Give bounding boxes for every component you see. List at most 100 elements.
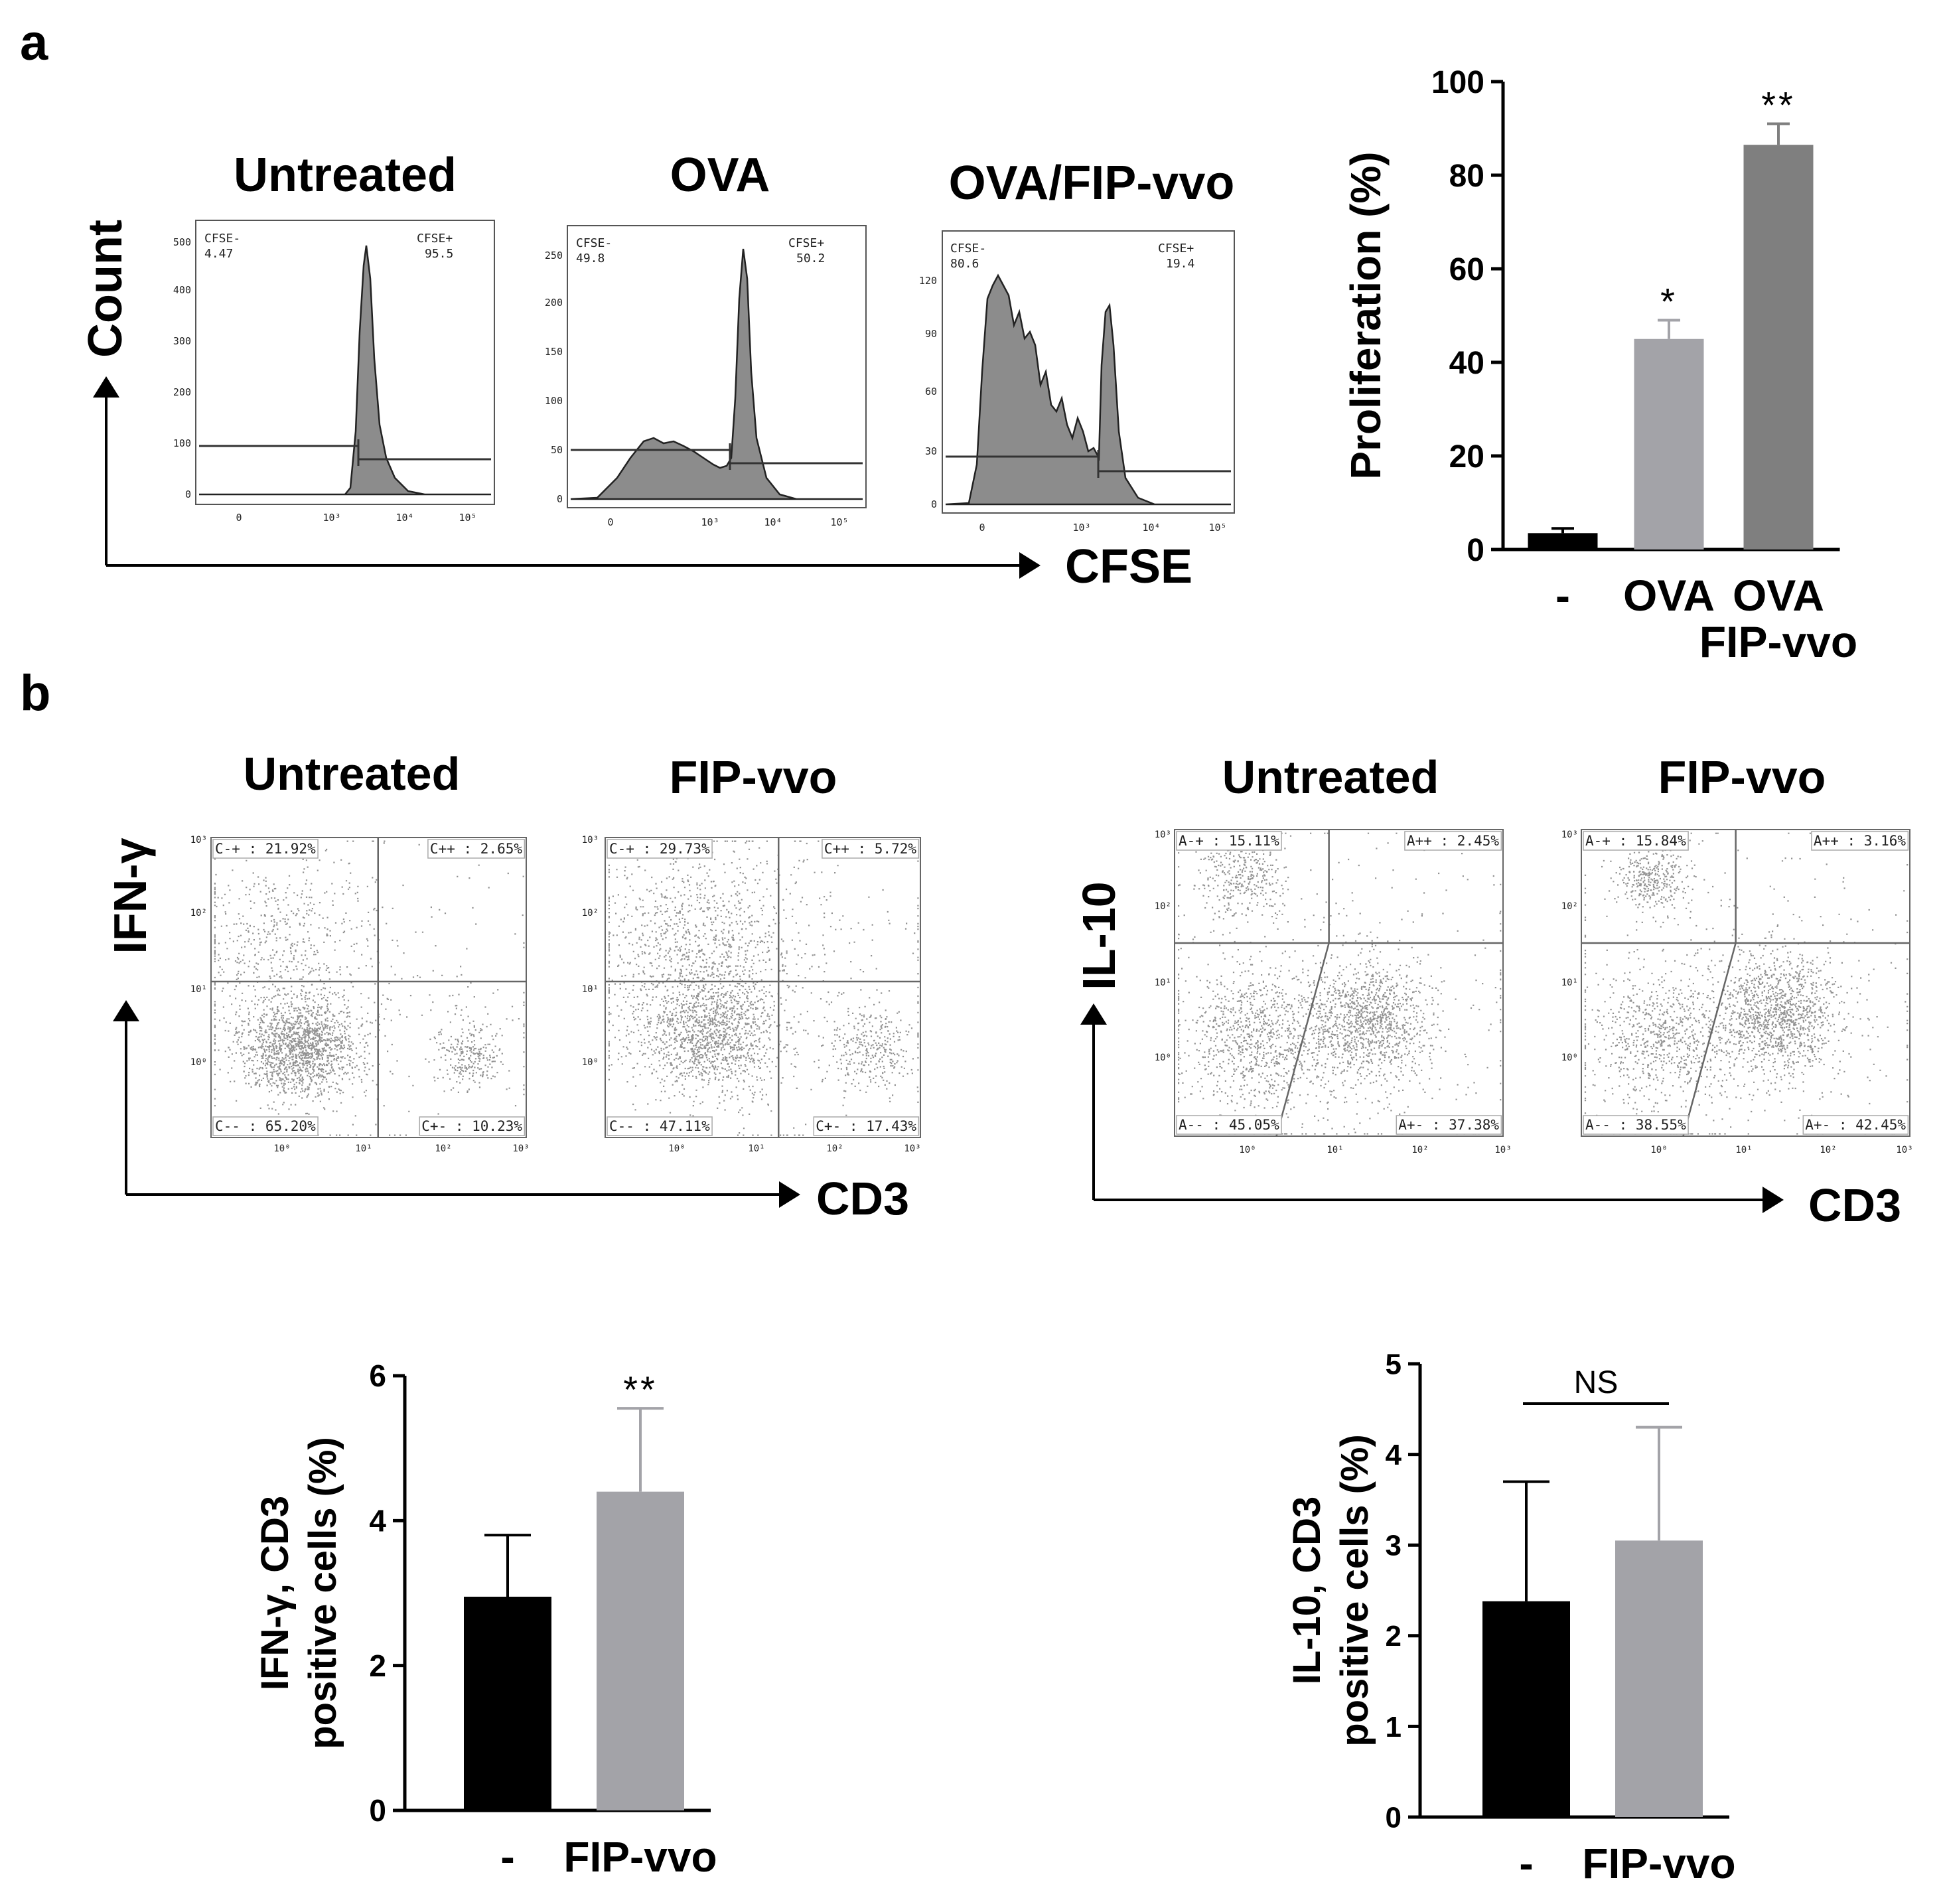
x-tick: 10⁵: [1208, 522, 1226, 534]
quadrant-label-box: [212, 1116, 319, 1136]
gate-label-right: CFSE+: [417, 232, 453, 246]
x-tick: 10⁵: [830, 516, 848, 528]
y-tick: 90: [925, 328, 937, 340]
quadrant-label-box: [419, 1116, 526, 1136]
category-label: FIP-vvo: [1699, 617, 1857, 666]
cfse-axis-label: CFSE: [1065, 540, 1192, 593]
ifng-plot-title-untreated: Untreated: [244, 748, 461, 800]
il10-cd3-axis-label: CD3: [1808, 1179, 1901, 1231]
y-tick-label: 100: [1431, 65, 1484, 100]
quadrant-percent-label: A++ : 2.45%: [1407, 833, 1499, 849]
x-tick: 10³: [701, 516, 719, 528]
y-tick: 200: [173, 386, 191, 398]
bar: [1634, 338, 1704, 549]
gate-label-right: CFSE+: [1158, 242, 1194, 256]
quadrant-label-box: [1583, 831, 1689, 851]
comparison-label: NS: [1574, 1365, 1619, 1400]
proliferation-bar-chart: 0 20 40 60 80 100 Proliferation (%) - OVA * OVAFIP…: [1342, 65, 1857, 666]
x-tick: 10²: [1820, 1145, 1836, 1155]
y-tick: 120: [919, 275, 937, 287]
il10-dotplot-fip-vvo: A-+ : 15.84% A++ : 3.16% A-- : 38.55% A+- :…: [1581, 829, 1910, 1137]
quadrant-label-box: [822, 839, 920, 859]
y-tick-label: 40: [1449, 346, 1484, 381]
x-tick: 10²: [1411, 1145, 1428, 1155]
y-tick-label: 80: [1449, 159, 1484, 194]
quadrant-label-box: [813, 1116, 920, 1136]
y-tick: 60: [925, 386, 937, 398]
x-tick: 10¹: [1735, 1145, 1752, 1155]
il10-untreated-xticks: 10⁰ 10¹ 10² 10³: [1239, 1145, 1511, 1155]
y-tick: 500: [173, 236, 191, 248]
x-tick: 10³: [1494, 1145, 1511, 1155]
il10-bar-chart: 0 1 2 3 4 5 IL-10, CD3 positive cells (%) - FIP-v…: [1285, 1348, 1736, 1887]
quadrant-label-box: [1176, 1115, 1282, 1135]
plot-frame: [1581, 829, 1910, 1137]
x-tick: 10²: [435, 1143, 451, 1154]
quadrant-percent-label: C-- : 65.20%: [215, 1118, 316, 1134]
y-tick-label: 20: [1449, 439, 1484, 475]
x-tick: 10³: [1896, 1145, 1912, 1155]
ifng-axis-label: IFN-γ: [104, 838, 156, 954]
il10-dotplot-untreated: A-+ : 15.11% A++ : 2.45% A-- : 45.05% A+- :…: [1174, 829, 1504, 1137]
y-tick: 200: [545, 297, 563, 309]
category-label: -: [500, 1833, 514, 1881]
bar: [597, 1491, 684, 1810]
bar: [1528, 533, 1598, 549]
y-tick: 150: [545, 346, 563, 358]
y-axis-label: IL-10, CD3: [1285, 1497, 1329, 1685]
category-label: FIP-vvo: [1582, 1840, 1735, 1887]
quadrant-percent-label: C++ : 5.72%: [824, 841, 916, 857]
significance-marker: **: [623, 1368, 658, 1410]
y-tick: 100: [545, 395, 563, 407]
histogram-frame: [567, 225, 867, 508]
y-axis-label: IFN-γ, CD3: [253, 1496, 297, 1690]
count-axis-label: Count: [79, 220, 132, 358]
quadrant-line-diagonal: [1275, 942, 1330, 1137]
quadrant-label-box: [607, 1116, 713, 1136]
plot-frame: [210, 837, 527, 1138]
x-tick: 10³: [1072, 522, 1090, 534]
y-tick-label: 0: [1467, 533, 1484, 568]
panel-a-label: a: [20, 15, 48, 71]
y-tick: 10³: [190, 835, 207, 845]
y-tick-label: 60: [1449, 252, 1484, 287]
y-tick: 10¹: [1155, 978, 1171, 988]
gate-value-right: 95.5: [425, 247, 453, 261]
category-label: OVA: [1733, 571, 1824, 620]
il10-axis-label: IL-10: [1073, 881, 1125, 989]
ifng-dotplot-untreated: C-+ : 21.92% C++ : 2.65% C-- : 65.20% C+- :…: [210, 837, 527, 1138]
quadrant-label-box: [607, 839, 713, 859]
gate-label-left: CFSE-: [204, 232, 240, 246]
ifng-cd3-axis-label: CD3: [816, 1173, 909, 1224]
y-tick-label: 1: [1386, 1711, 1402, 1743]
quadrant-percent-label: A-- : 38.55%: [1585, 1117, 1686, 1133]
gate-label-left: CFSE-: [576, 236, 612, 250]
y-tick-label: 2: [1386, 1620, 1402, 1652]
x-tick: 10¹: [748, 1143, 764, 1154]
y-tick: 0: [185, 488, 191, 500]
x-tick: 10³: [323, 512, 340, 524]
y-tick-label: 3: [1386, 1530, 1402, 1562]
histogram-ova: CFSE- 49.8 CFSE+ 50.2 0 50 100 150 200 2…: [545, 225, 867, 528]
y-axis-label: positive cells (%): [1333, 1434, 1376, 1747]
x-tick: 10⁵: [459, 512, 476, 524]
x-tick: 10⁰: [1650, 1145, 1667, 1155]
x-tick: 10³: [512, 1143, 529, 1154]
quadrant-percent-label: A-+ : 15.11%: [1179, 833, 1279, 849]
y-tick: 10⁰: [190, 1057, 207, 1068]
y-axis-label: positive cells (%): [301, 1437, 344, 1749]
x-tick: 0: [979, 522, 985, 534]
gate-label-left: CFSE-: [950, 242, 986, 256]
plot-frame: [605, 837, 921, 1138]
y-tick: 0: [557, 493, 563, 505]
histogram-untreated: CFSE- 4.47 CFSE+ 95.5 0 100 200 300 400 …: [173, 220, 495, 524]
y-tick: 10⁰: [1561, 1053, 1578, 1063]
y-tick-label: 6: [369, 1358, 386, 1393]
gate-value-right: 19.4: [1166, 257, 1194, 271]
gate-value-left: 49.8: [576, 252, 605, 265]
bar: [1743, 145, 1814, 550]
quadrant-line-diagonal: [1682, 942, 1737, 1137]
quadrant-label-box: [1583, 1115, 1689, 1135]
category-label: -: [1555, 571, 1570, 620]
